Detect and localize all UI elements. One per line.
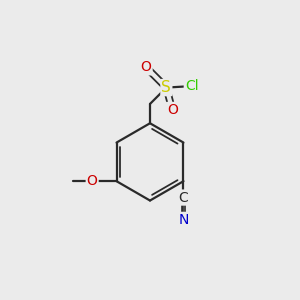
Text: O: O (141, 60, 152, 74)
Text: N: N (178, 213, 189, 227)
Text: O: O (87, 174, 98, 188)
Text: Cl: Cl (185, 79, 198, 93)
Text: S: S (161, 80, 171, 95)
Text: O: O (167, 103, 178, 117)
Text: C: C (178, 190, 188, 205)
